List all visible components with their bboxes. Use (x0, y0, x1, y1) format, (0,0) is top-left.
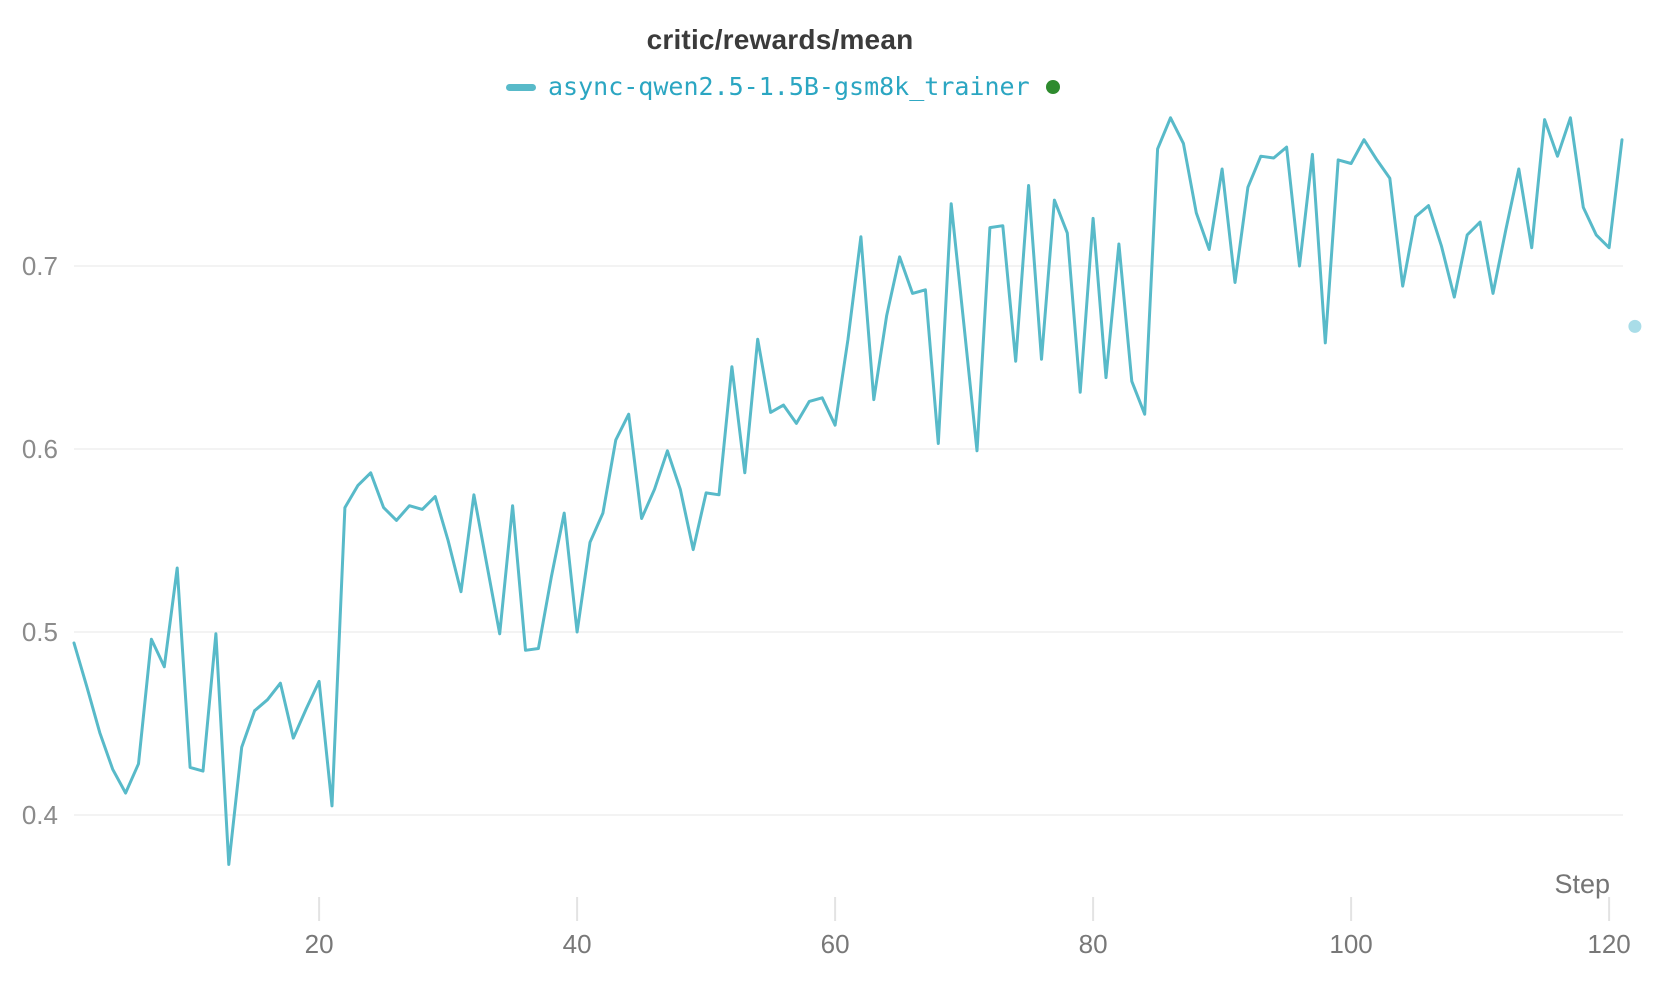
legend-item[interactable]: async-qwen2.5-1.5B-gsm8k_trainer (506, 70, 1060, 104)
x-tick-label: 20 (305, 929, 334, 959)
x-tick-label: 80 (1079, 929, 1108, 959)
y-tick-label: 0.6 (22, 434, 58, 464)
x-axis-labels: 20 40 60 80 100 120 (305, 929, 1631, 959)
y-axis-labels: 0.4 0.5 0.6 0.7 (22, 251, 58, 830)
y-tick-label: 0.7 (22, 251, 58, 281)
series-line[interactable] (72, 116, 1624, 866)
y-tick-label: 0.4 (22, 800, 58, 830)
x-tick-label: 60 (821, 929, 850, 959)
x-axis-tick-marks (318, 897, 1611, 921)
legend-run-name: async-qwen2.5-1.5B-gsm8k_trainer (548, 72, 1030, 101)
run-status-dot-icon (1045, 80, 1060, 94)
chart-title: critic/rewards/mean (646, 24, 914, 55)
legend-line-swatch-icon (506, 83, 536, 91)
trailing-point-dot[interactable] (1628, 319, 1642, 333)
x-tick-label: 120 (1587, 929, 1630, 959)
x-tick-label: 40 (563, 929, 592, 959)
y-tick-label: 0.5 (22, 617, 58, 647)
x-axis-title: Step (1554, 869, 1610, 899)
grid-lines (74, 265, 1623, 816)
legend: async-qwen2.5-1.5B-gsm8k_trainer (0, 70, 1674, 104)
x-tick-label: 100 (1329, 929, 1372, 959)
